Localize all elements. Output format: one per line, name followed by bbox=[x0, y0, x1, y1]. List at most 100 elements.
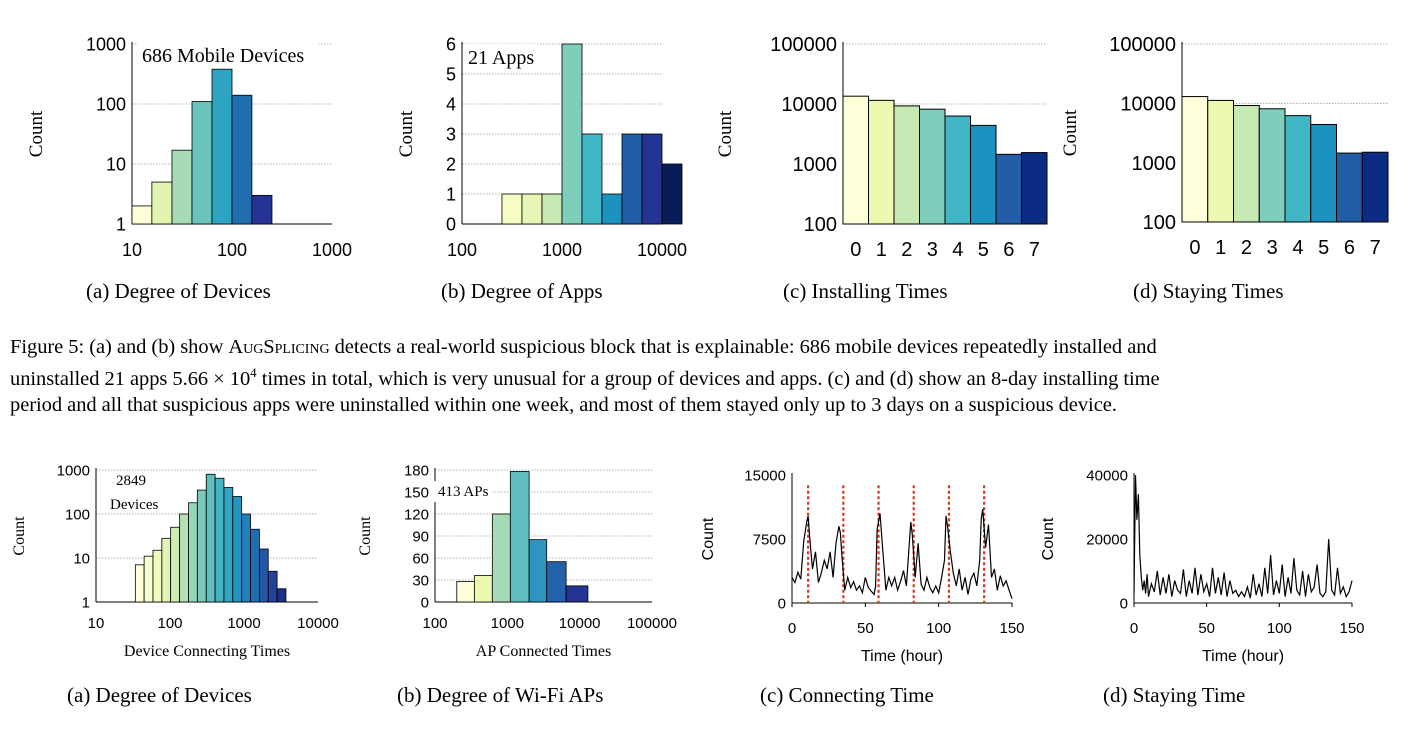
y-tick-label: 2 bbox=[446, 154, 456, 174]
bar bbox=[151, 181, 173, 225]
x-tick-label: 6 bbox=[1003, 239, 1014, 261]
annotation-label: Devices bbox=[110, 497, 158, 513]
x-tick-label: 50 bbox=[1198, 620, 1215, 637]
y-axis-label: Count bbox=[26, 110, 47, 157]
chart-top-b: 0 1 2 3 4 5 6 Count 100 1000 10000 21 Apps bbox=[396, 34, 687, 260]
bar bbox=[232, 496, 243, 603]
bar bbox=[970, 124, 997, 225]
x-tick-label: 10 bbox=[88, 615, 105, 632]
bar bbox=[241, 513, 251, 603]
figure-caption: Figure 5: (a) and (b) show AugSplicing d… bbox=[10, 334, 1415, 418]
x-tick-label: 100 bbox=[926, 620, 951, 637]
y-tick-label: 10 bbox=[106, 154, 126, 174]
x-tick-label: 150 bbox=[1339, 620, 1364, 637]
annotation-label: 2849 bbox=[116, 473, 146, 489]
y-tick-label: 1 bbox=[446, 184, 456, 204]
x-tick-label: 3 bbox=[1267, 237, 1278, 259]
x-tick-label: 0 bbox=[788, 620, 796, 637]
y-axis-label: Count bbox=[11, 516, 28, 556]
bar bbox=[546, 561, 567, 603]
bar bbox=[565, 585, 589, 603]
bar bbox=[509, 471, 530, 603]
y-axis-label: Count bbox=[357, 516, 374, 556]
x-tick-label: 1000 bbox=[227, 615, 260, 632]
bar bbox=[995, 153, 1022, 225]
y-axis-label: Count bbox=[715, 110, 736, 157]
y-tick-label: 100 bbox=[96, 94, 126, 114]
y-tick-label: 10000 bbox=[1120, 94, 1176, 116]
bar bbox=[661, 163, 683, 225]
chart-bottom-a: 1 10 100 1000 Count 10 100 1000 10000 Device Conn… bbox=[11, 462, 339, 660]
annotation-bg bbox=[464, 44, 540, 70]
bar bbox=[491, 513, 511, 603]
y-tick-label: 4 bbox=[446, 94, 456, 114]
x-tick-label: 2 bbox=[901, 239, 912, 261]
x-tick-label: 10 bbox=[122, 240, 142, 260]
chart-top-c: 100 1000 10000 100000 Count 0 1 2 3 4 5 6 7 bbox=[715, 34, 1048, 261]
annotation-label: 413 APs bbox=[438, 484, 489, 500]
y-tick-label: 10000 bbox=[781, 94, 837, 116]
bar bbox=[267, 570, 278, 603]
x-tick-label: 5 bbox=[978, 239, 989, 261]
y-tick-label: 100000 bbox=[770, 34, 837, 56]
x-tick-label: 3 bbox=[927, 239, 938, 261]
bar bbox=[258, 548, 269, 603]
subcaption-top-a: (a) Degree of Devices bbox=[86, 279, 271, 303]
bar bbox=[1284, 115, 1312, 223]
y-tick-label: 3 bbox=[446, 124, 456, 144]
bar bbox=[842, 95, 869, 225]
bar bbox=[868, 99, 895, 225]
annotation-label: 21 Apps bbox=[468, 47, 534, 69]
bar bbox=[188, 502, 198, 603]
subcaption-top-b: (b) Degree of Apps bbox=[441, 279, 603, 303]
annotation-bg bbox=[434, 481, 493, 502]
x-tick-label: 150 bbox=[999, 620, 1024, 637]
x-tick-label: 50 bbox=[857, 620, 874, 637]
y-tick-label: 5 bbox=[446, 64, 456, 84]
x-tick-label: 1000 bbox=[542, 240, 582, 260]
y-tick-label: 180 bbox=[404, 462, 429, 479]
x-tick-label: 10000 bbox=[637, 240, 687, 260]
y-tick-label: 0 bbox=[1120, 595, 1128, 612]
x-tick-label: 6 bbox=[1344, 237, 1355, 259]
chart-bottom-d: 0 20000 40000 Count 0 50 100 150 Time (hour) bbox=[1040, 467, 1365, 665]
subcaption-bottom-d: (d) Staying Time bbox=[1103, 683, 1246, 707]
subcaption-top-d: (d) Staying Times bbox=[1133, 279, 1284, 303]
x-tick-label: 100 bbox=[422, 615, 447, 632]
bar bbox=[152, 549, 163, 603]
y-tick-label: 60 bbox=[412, 550, 429, 567]
x-tick-label: 100000 bbox=[627, 615, 677, 632]
y-tick-label: 150 bbox=[404, 484, 429, 501]
x-axis-label: Time (hour) bbox=[861, 648, 943, 665]
bar bbox=[214, 477, 225, 603]
x-tick-label: 100 bbox=[447, 240, 477, 260]
bar bbox=[581, 133, 603, 225]
bar bbox=[276, 588, 287, 603]
x-tick-label: 0 bbox=[1130, 620, 1138, 637]
y-tick-label: 1 bbox=[82, 594, 90, 611]
chart-top-d: 100 1000 10000 100000 Count 0 1 2 3 4 5 6 7 bbox=[1060, 34, 1389, 259]
bar bbox=[191, 101, 213, 225]
y-tick-label: 1000 bbox=[57, 462, 90, 479]
bar bbox=[473, 575, 493, 603]
bar bbox=[134, 564, 145, 603]
annotation-bg bbox=[138, 42, 319, 68]
bar bbox=[251, 194, 273, 225]
bar bbox=[501, 193, 523, 225]
bar bbox=[1258, 108, 1286, 223]
y-tick-label: 120 bbox=[404, 506, 429, 523]
x-tick-label: 1000 bbox=[491, 615, 524, 632]
y-tick-label: 20000 bbox=[1086, 531, 1128, 548]
x-tick-label: 7 bbox=[1029, 239, 1040, 261]
bar bbox=[893, 105, 920, 225]
y-tick-label: 1000 bbox=[1132, 153, 1177, 175]
bar bbox=[1361, 151, 1389, 223]
subcaption-bottom-a: (a) Degree of Devices bbox=[67, 683, 252, 707]
bar bbox=[1021, 152, 1048, 225]
bar bbox=[131, 205, 153, 225]
y-tick-label: 100 bbox=[65, 506, 90, 523]
y-tick-label: 15000 bbox=[744, 467, 786, 484]
bar bbox=[211, 68, 233, 225]
y-tick-label: 30 bbox=[412, 572, 429, 589]
x-tick-label: 10000 bbox=[297, 615, 339, 632]
